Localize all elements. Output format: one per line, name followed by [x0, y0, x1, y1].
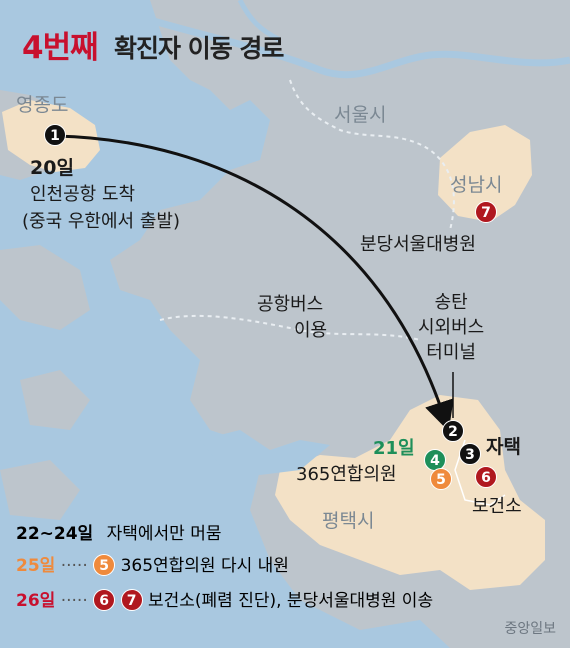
- legend-marker-5: 5: [93, 554, 116, 576]
- legend-marker-7: 7: [120, 589, 143, 611]
- bay-inlet: [200, 430, 330, 475]
- legend-row-1: 22~24일 자택에서만 머뭄: [16, 519, 222, 544]
- legend-row-2: 25일 ····· 5 365연합의원 다시 내원: [16, 551, 289, 577]
- legend-row1-text: 자택에서만 머뭄: [106, 524, 222, 544]
- west-coast-islands: [0, 245, 90, 520]
- marker-1: 1: [44, 124, 66, 146]
- river-branch: [237, 0, 282, 43]
- yeongjongdo-label: 영종도: [16, 94, 69, 116]
- legend-row3-date: 26일: [16, 591, 56, 611]
- seongnam-label: 성남시: [450, 174, 503, 196]
- legend-row2-text: 365연합의원 다시 내원: [120, 556, 289, 576]
- day21-label: 21일: [373, 438, 415, 459]
- bundang-hospital-label: 분당서울대병원: [360, 234, 476, 255]
- marker-7-map: 7: [475, 201, 497, 223]
- province-boundary: [289, 79, 455, 231]
- title-highlight: 4번째: [22, 30, 99, 66]
- seongnam-area: [438, 125, 532, 222]
- bus-label-line1: 공항버스: [257, 294, 324, 315]
- marker-5-map: 5: [430, 468, 452, 490]
- seoul-label: 서울시: [334, 104, 387, 126]
- legend-row1-date: 22~24일: [16, 524, 94, 544]
- home-label: 자택: [486, 436, 521, 458]
- legend-row2-date: 25일: [16, 556, 56, 576]
- route-arrow: [55, 134, 454, 432]
- local-road: [454, 439, 506, 506]
- legend-row3-text: 보건소(폐렴 진단), 분당서울대병원 이송: [147, 591, 434, 611]
- legend-marker-6: 6: [93, 589, 116, 611]
- marker-6-map: 6: [475, 466, 497, 488]
- marker-2: 2: [442, 420, 464, 442]
- marker-3: 3: [459, 443, 481, 465]
- step1-origin: (중국 우한에서 출발): [22, 211, 180, 232]
- terminal-label: 송탄 시외버스 터미널: [418, 292, 485, 363]
- legend-row3-dots: ·····: [60, 591, 88, 611]
- step1-date: 20일: [30, 157, 74, 179]
- pyeongtaek-area: [275, 395, 545, 590]
- han-river: [149, 16, 570, 79]
- title-text: 확진자 이동 경로: [114, 34, 284, 63]
- legend-row2-dots: ·····: [60, 556, 88, 576]
- city-boundary: [159, 314, 421, 341]
- step1-arrival: 인천공항 도착: [30, 184, 136, 205]
- credit-text: 중앙일보: [504, 621, 556, 637]
- pyeongtaek-label: 평택시: [322, 510, 375, 532]
- bus-label-line2: 이용: [294, 320, 328, 341]
- clinic-label: 365연합의원: [296, 464, 397, 485]
- legend-row-3: 26일 ····· 6 7 보건소(폐렴 진단), 분당서울대병원 이송: [16, 586, 433, 612]
- health-center-label: 보건소: [472, 496, 522, 517]
